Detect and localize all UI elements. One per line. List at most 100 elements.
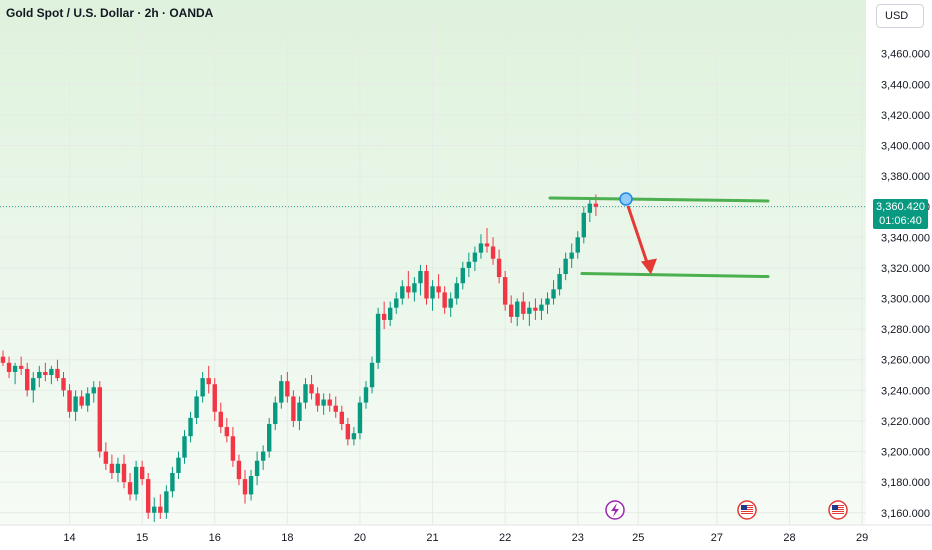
candle-body bbox=[502, 277, 508, 305]
candle-body bbox=[303, 384, 308, 403]
candle-body bbox=[466, 261, 472, 268]
candle-body bbox=[55, 368, 60, 379]
y-tick-label: 3,460.000 bbox=[881, 49, 930, 61]
y-tick-label: 3,380.000 bbox=[881, 171, 930, 183]
candle-body bbox=[309, 384, 314, 394]
candle-body bbox=[412, 283, 417, 293]
candle-body bbox=[218, 411, 223, 428]
candle-body bbox=[73, 396, 78, 412]
candle-body bbox=[133, 466, 139, 495]
candle-body bbox=[400, 286, 405, 299]
y-tick-label: 3,240.000 bbox=[881, 385, 930, 397]
candle-body bbox=[375, 313, 381, 363]
candle-body bbox=[551, 289, 556, 299]
candle-body bbox=[472, 252, 478, 262]
candle-body bbox=[158, 506, 163, 513]
candle-body bbox=[188, 417, 193, 437]
candle-body bbox=[194, 396, 199, 418]
candle-body bbox=[6, 362, 12, 372]
y-tick-label: 3,220.000 bbox=[881, 416, 930, 428]
candle-body bbox=[182, 436, 187, 458]
candle-body bbox=[575, 237, 580, 253]
candle-body bbox=[291, 396, 296, 421]
candle-body bbox=[273, 402, 278, 424]
candle-body bbox=[545, 298, 550, 305]
candle-body bbox=[164, 491, 169, 513]
candle-body bbox=[460, 267, 465, 284]
us-flag-icon bbox=[737, 500, 757, 520]
x-tick-label: 23 bbox=[572, 532, 584, 544]
candle-body bbox=[109, 463, 115, 473]
candle-body bbox=[260, 451, 266, 461]
y-tick-label: 3,280.000 bbox=[881, 324, 930, 336]
countdown-timer: 01:06:40 bbox=[879, 215, 922, 227]
candle-body bbox=[593, 203, 599, 207]
last-price-value: 3,360.420 bbox=[876, 201, 925, 213]
y-tick-label: 3,320.000 bbox=[881, 263, 930, 275]
candle-body bbox=[242, 479, 248, 495]
y-tick-label: 3,400.000 bbox=[881, 140, 930, 152]
candle-body bbox=[345, 424, 351, 440]
chart-title: Gold Spot / U.S. Dollar · 2h · OANDA bbox=[6, 6, 214, 20]
candle-body bbox=[79, 396, 84, 406]
candle-body bbox=[49, 368, 54, 376]
support-line bbox=[580, 272, 770, 279]
x-tick-label: 21 bbox=[426, 532, 438, 544]
annotations-group bbox=[548, 192, 770, 279]
candle-body bbox=[139, 466, 145, 480]
x-tick-label: 18 bbox=[281, 532, 293, 544]
x-tick-label: 16 bbox=[209, 532, 221, 544]
candle-body bbox=[61, 378, 66, 391]
candle-body bbox=[363, 387, 369, 403]
candle-body bbox=[152, 506, 157, 513]
candle-body bbox=[146, 479, 151, 513]
candle-body bbox=[176, 457, 181, 473]
x-axis: 14 15 16 18 20 21 22 23 25 27 28 29 bbox=[0, 524, 932, 550]
y-axis-background bbox=[866, 0, 932, 550]
resistance-line bbox=[548, 196, 770, 203]
x-tick-label: 25 bbox=[632, 532, 644, 544]
candle-body bbox=[212, 384, 217, 412]
candle-body bbox=[103, 451, 109, 464]
candle-body bbox=[369, 362, 375, 388]
candle-body bbox=[327, 399, 332, 406]
x-tick-label: 29 bbox=[856, 532, 868, 544]
candle-body bbox=[127, 482, 133, 495]
y-axis: 3,160.000 3,180.000 3,200.000 3,220.000 3,24… bbox=[866, 0, 932, 550]
candle-body bbox=[448, 298, 453, 308]
down-arrow-shaft bbox=[626, 205, 650, 267]
candle-body bbox=[478, 243, 484, 253]
candle-body bbox=[31, 378, 36, 391]
candle-body bbox=[18, 365, 24, 369]
candle-body bbox=[527, 307, 532, 314]
candle-body bbox=[388, 307, 393, 320]
candle-body bbox=[25, 368, 30, 391]
candle-body bbox=[484, 243, 490, 247]
y-tick-label: 3,160.000 bbox=[881, 508, 930, 520]
highlight-circle bbox=[619, 192, 633, 206]
candle-body bbox=[43, 371, 48, 376]
candle-body bbox=[315, 393, 320, 406]
candle-body bbox=[0, 356, 6, 363]
candle-body bbox=[91, 387, 96, 394]
currency-button[interactable]: USD bbox=[876, 4, 924, 28]
candle-body bbox=[563, 258, 568, 275]
candle-body bbox=[381, 313, 387, 320]
x-tick-label: 15 bbox=[136, 532, 148, 544]
candle-body bbox=[521, 301, 526, 314]
lightning-icon bbox=[605, 500, 625, 520]
grid-lines bbox=[0, 20, 866, 525]
candle-body bbox=[357, 402, 363, 434]
candle-body bbox=[254, 460, 260, 477]
candle-body bbox=[539, 304, 544, 311]
candle-body bbox=[297, 402, 302, 421]
candle-body bbox=[394, 298, 399, 308]
candle-body bbox=[224, 427, 230, 437]
candle-body bbox=[581, 212, 586, 238]
x-tick-label: 20 bbox=[354, 532, 366, 544]
candle-body bbox=[12, 365, 18, 372]
candle-body bbox=[121, 463, 127, 483]
y-tick-label: 3,260.000 bbox=[881, 355, 930, 367]
